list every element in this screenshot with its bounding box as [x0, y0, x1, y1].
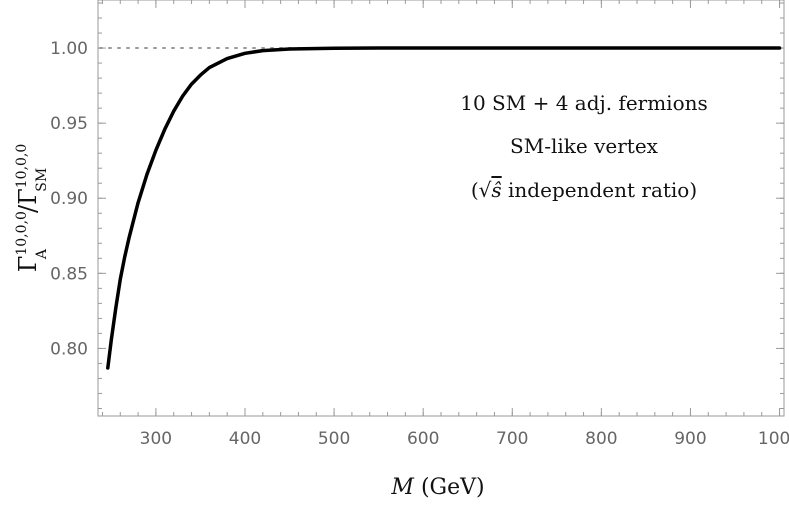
minor-ticks	[98, 0, 784, 416]
y-tick-label: 0.90	[50, 189, 88, 209]
series-line	[106, 46, 782, 370]
x-tick-label: 900	[674, 429, 706, 449]
y-axis-denominator-sup: 10,0,0	[14, 144, 30, 189]
annotation-line-3: (√ŝ independent ratio)	[471, 178, 697, 202]
y-tick-label: 1.00	[50, 39, 88, 59]
annotation-line-2: SM-like vertex	[510, 134, 659, 158]
sqrt-argument: ŝ	[491, 178, 501, 202]
y-axis-denominator-sub: SM	[34, 168, 50, 192]
y-tick-label: 0.80	[50, 339, 88, 359]
sqrt-symbol: √	[479, 178, 492, 202]
y-axis-numerator-sup: 10,0,0	[14, 211, 30, 256]
y-tick-label: 0.85	[50, 264, 88, 284]
plot-frame	[97, 0, 785, 417]
x-axis-title: M (GeV)	[390, 475, 484, 500]
annotation-line-3-rest: independent ratio)	[502, 178, 697, 202]
y-axis-slash: /	[14, 204, 42, 213]
x-axis-variable: M	[390, 475, 414, 500]
x-tick-label: 600	[407, 429, 439, 449]
x-tick-label: 400	[229, 429, 261, 449]
y-axis-title: Γ10,0,0 A/Γ10,0,0 SM	[14, 144, 50, 273]
y-axis-numerator: Γ	[14, 256, 42, 273]
annotation-line-1: 10 SM + 4 adj. fermions	[460, 91, 708, 115]
x-tick-label: 300	[140, 429, 172, 449]
y-tick-labels: 0.80 0.85 0.90 0.95 1.00	[50, 39, 88, 359]
major-ticks	[98, 0, 784, 416]
x-tick-label: 800	[585, 429, 617, 449]
y-axis-numerator-sub: A	[34, 248, 50, 260]
y-axis-denominator: Γ	[14, 188, 42, 205]
x-tick-label: 700	[496, 429, 528, 449]
annotation-line-3-prefix: (	[471, 178, 479, 202]
x-axis-unit: (GeV)	[421, 475, 485, 500]
y-tick-label: 0.95	[50, 114, 88, 134]
x-tick-label: 500	[318, 429, 350, 449]
